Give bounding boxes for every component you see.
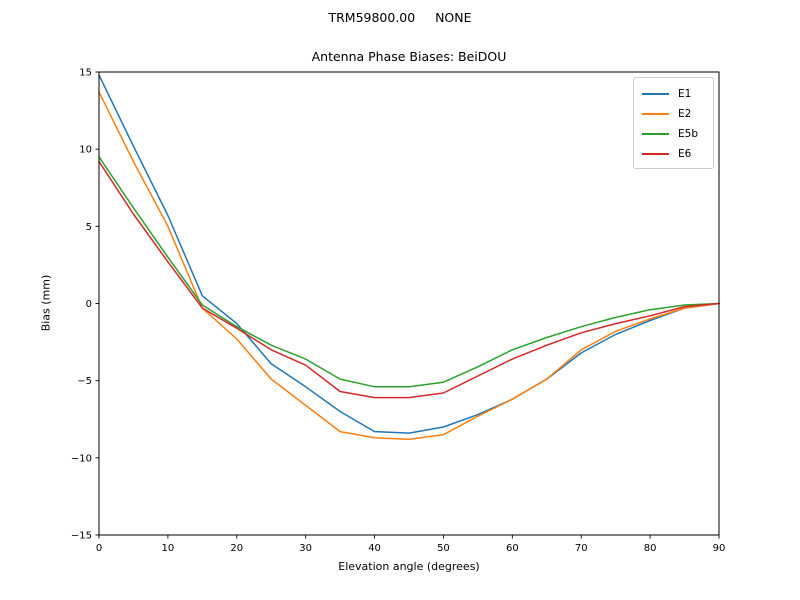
legend-item-E1: E1 xyxy=(634,84,713,104)
x-tick-label: 30 xyxy=(299,543,312,554)
legend-swatch-E2 xyxy=(642,113,669,115)
y-axis-label: Bias (mm) xyxy=(39,274,53,332)
legend-label: E6 xyxy=(678,148,692,160)
legend-label: E1 xyxy=(678,88,692,100)
y-tick-label: 0 xyxy=(86,299,92,310)
x-tick-label: 40 xyxy=(368,543,381,554)
y-tick-label: 15 xyxy=(79,68,92,79)
x-tick-label: 50 xyxy=(437,543,450,554)
y-tick-label: 10 xyxy=(79,145,92,156)
legend-swatch-E5b xyxy=(642,133,669,135)
y-tick-label: −10 xyxy=(71,453,92,464)
legend-item-E5b: E5b xyxy=(634,124,713,144)
legend-label: E2 xyxy=(678,108,692,120)
series-line-E6 xyxy=(98,160,720,399)
x-axis-label: Elevation angle (degrees) xyxy=(338,560,480,573)
x-tick-label: 20 xyxy=(230,543,243,554)
series-line-E5b xyxy=(98,156,720,388)
legend-label: E5b xyxy=(678,128,698,140)
series-line-E1 xyxy=(98,74,720,434)
x-tick-label: 10 xyxy=(162,543,175,554)
x-tick-label: 60 xyxy=(506,543,519,554)
plot-border xyxy=(98,71,720,536)
legend-swatch-E6 xyxy=(642,153,669,155)
figure-title: TRM59800.00 NONE xyxy=(328,10,472,25)
x-tick-label: 0 xyxy=(96,543,102,554)
x-tick-label: 80 xyxy=(644,543,657,554)
legend-swatch-E1 xyxy=(642,93,669,95)
y-tick-label: −5 xyxy=(77,376,92,387)
legend-item-E2: E2 xyxy=(634,104,713,124)
y-tick-label: −15 xyxy=(71,531,92,542)
x-tick-label: 70 xyxy=(575,543,588,554)
y-tick-label: 5 xyxy=(86,222,92,233)
axes-title: Antenna Phase Biases: BeiDOU xyxy=(311,49,507,64)
legend: E1 E2 E5b E6 xyxy=(633,77,714,169)
legend-item-E6: E6 xyxy=(634,144,713,164)
x-tick-label: 90 xyxy=(713,543,726,554)
